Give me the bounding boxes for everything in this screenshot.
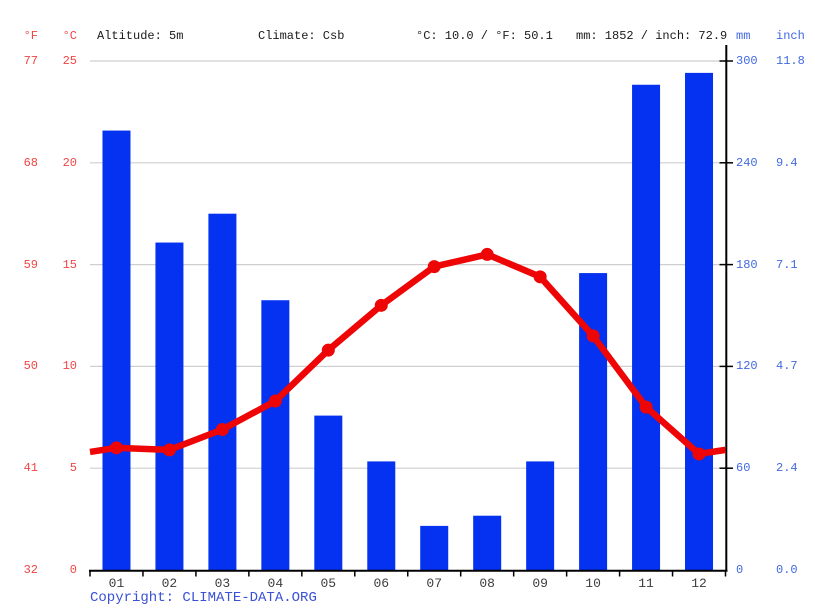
y-axis-inch-tick-11.8: 11.8: [776, 54, 805, 68]
altitude-label: Altitude: 5m: [97, 29, 184, 43]
temp-point-09[interactable]: [533, 270, 547, 284]
y-axis-mm-tick-0: 0: [736, 563, 744, 577]
mm-axis-title: mm: [736, 29, 751, 43]
x-axis-month-label-04: 04: [267, 576, 284, 591]
temp-point-02[interactable]: [162, 443, 176, 457]
y-axis-mm-tick-300: 300: [736, 54, 758, 68]
x-axis-month-label-03: 03: [214, 576, 231, 591]
y-axis-c-tick-15: 15: [62, 257, 77, 272]
temp-point-12[interactable]: [692, 447, 706, 461]
y-axis-f-tick-68: 68: [23, 155, 38, 170]
climate-data-org-link[interactable]: CLIMATE-DATA.ORG: [182, 590, 317, 606]
inch-axis-title: inch: [776, 29, 805, 43]
y-axis-mm-tick-60: 60: [736, 461, 751, 476]
precip-bar-01[interactable]: [102, 130, 131, 570]
mean-temp-label: °C: 10.0 / °F: 50.1: [416, 29, 553, 43]
precip-bar-03[interactable]: [208, 213, 237, 570]
x-axis-month-label-06: 06: [373, 576, 390, 591]
x-axis-month-label-08: 08: [479, 576, 495, 591]
y-axis-inch-tick-0.0: 0.0: [776, 563, 798, 577]
y-axis-f-tick-50: 50: [23, 359, 38, 374]
x-axis-month-label-11: 11: [638, 576, 654, 591]
x-axis-month-label-05: 05: [320, 576, 337, 591]
y-axis-mm-tick-240: 240: [736, 155, 758, 170]
y-axis-c-tick-25: 25: [62, 54, 77, 68]
x-axis-month-label-01: 01: [108, 576, 125, 591]
x-axis-month-label-09: 09: [532, 576, 548, 591]
y-axis-f-tick-59: 59: [23, 257, 38, 272]
precip-bar-09[interactable]: [526, 461, 555, 570]
climate-type-label: Climate: Csb: [258, 29, 345, 43]
y-axis-f-tick-77: 77: [23, 54, 38, 68]
y-axis-mm-tick-180: 180: [736, 257, 758, 272]
y-axis-f-tick-41: 41: [23, 461, 38, 476]
precip-bar-02[interactable]: [155, 242, 184, 570]
y-axis-inch-tick-2.4: 2.4: [776, 461, 798, 476]
temp-point-01[interactable]: [109, 441, 123, 455]
y-axis-inch-tick-9.4: 9.4: [776, 155, 798, 170]
temp-point-06[interactable]: [374, 298, 388, 312]
y-axis-mm-tick-120: 120: [736, 359, 758, 374]
temp-point-11[interactable]: [639, 400, 653, 414]
temp-point-04[interactable]: [268, 394, 282, 408]
temp-point-05[interactable]: [321, 343, 335, 357]
y-axis-c-tick-0: 0: [69, 563, 77, 577]
y-axis-inch-tick-7.1: 7.1: [776, 257, 798, 272]
copyright-line: Copyright: CLIMATE-DATA.ORG: [90, 590, 317, 607]
precip-bar-12[interactable]: [685, 72, 714, 571]
celsius-axis-title: °C: [62, 29, 77, 43]
copyright-label: Copyright:: [90, 590, 183, 606]
y-axis-f-tick-32: 32: [23, 563, 38, 577]
x-axis-month-label-07: 07: [426, 576, 443, 591]
precip-bar-05[interactable]: [314, 415, 343, 570]
precip-bar-04[interactable]: [261, 300, 290, 570]
precip-bar-07[interactable]: [420, 525, 449, 570]
precip-bar-08[interactable]: [473, 515, 502, 570]
x-axis-month-label-10: 10: [585, 576, 601, 591]
precip-bar-10[interactable]: [579, 273, 608, 570]
annual-precip-label: mm: 1852 / inch: 72.9: [576, 29, 728, 43]
temp-point-10[interactable]: [586, 329, 600, 343]
fahrenheit-axis-title: °F: [23, 29, 38, 43]
temp-point-03[interactable]: [215, 423, 229, 437]
precip-bar-06[interactable]: [367, 461, 396, 570]
temp-point-07[interactable]: [427, 260, 441, 274]
y-axis-c-tick-10: 10: [62, 359, 77, 374]
y-axis-c-tick-20: 20: [62, 155, 77, 170]
y-axis-c-tick-5: 5: [69, 461, 77, 476]
x-axis-month-label-02: 02: [161, 576, 178, 591]
temp-point-08[interactable]: [480, 247, 494, 261]
x-axis-month-label-12: 12: [691, 576, 707, 591]
y-axis-inch-tick-4.7: 4.7: [776, 359, 798, 374]
temp-line: [89, 251, 726, 458]
precip-bar-11[interactable]: [632, 84, 661, 571]
